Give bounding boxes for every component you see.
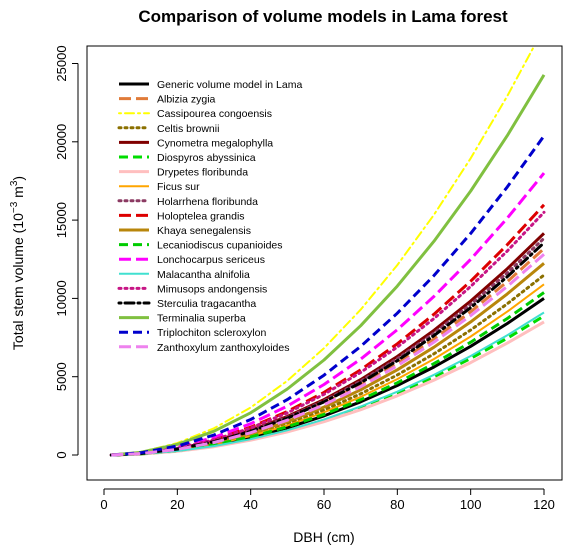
legend-label-18: Zanthoxylum zanthoxyloides [157, 342, 290, 354]
y-axis-label-unit: m [10, 186, 26, 202]
x-tick-label: 0 [100, 497, 107, 512]
series-line-11 [111, 291, 545, 457]
legend-label-13: Malacantha alnifolia [157, 269, 250, 281]
x-tick-label: 40 [243, 497, 257, 512]
legend-label-12: Lonchocarpus sericeus [157, 254, 265, 266]
y-axis: 0 5000 10000 15000 20000 25000 [54, 45, 79, 459]
legend-label-15: Sterculia tragacantha [157, 298, 256, 310]
legend: Generic volume model in Lama Albizia zygi… [117, 79, 302, 354]
x-axis: 0 20 40 60 80 100 120 [100, 488, 555, 512]
y-tick-label: 15000 [54, 202, 69, 238]
legend-label-3: Celtis brownii [157, 123, 219, 135]
y-tick-label: 25000 [54, 45, 69, 81]
series-line-15 [109, 241, 546, 457]
series-line-17 [111, 135, 546, 457]
series-line-18 [111, 253, 545, 457]
y-tick-label: 0 [54, 451, 69, 458]
y-axis-label-exponent: −3 [9, 201, 20, 213]
series-layer [109, 46, 546, 457]
series-line-16 [111, 74, 546, 457]
x-tick-label: 60 [317, 497, 331, 512]
legend-label-16: Terminalia superba [157, 313, 246, 325]
x-tick-label: 120 [533, 497, 555, 512]
legend-label-4: Cynometra megalophylla [157, 137, 273, 149]
legend-label-14: Mimusops andongensis [157, 283, 267, 295]
plot-frame [86, 45, 563, 481]
chart-title: Comparison of volume models in Lama fore… [138, 7, 508, 26]
legend-label-9: Holoptelea grandis [157, 210, 245, 222]
legend-label-8: Holarrhena floribunda [157, 196, 258, 208]
legend-label-7: Ficus sur [157, 181, 200, 193]
series-line-12 [111, 172, 546, 457]
x-tick-label: 20 [170, 497, 184, 512]
legend-label-2: Cassipourea congoensis [157, 108, 272, 120]
y-tick-label: 10000 [54, 280, 69, 316]
plot-area [109, 46, 546, 457]
y-axis-label-unit-exponent: 3 [9, 180, 20, 186]
legend-label-11: Lecaniodiscus cupanioides [157, 240, 283, 252]
legend-label-1: Albizia zygia [157, 94, 216, 106]
y-tick-label: 20000 [54, 124, 69, 160]
x-axis-label: DBH (cm) [293, 529, 354, 545]
y-axis-label: Total stem volume (10−3 m3) [9, 176, 26, 350]
y-axis-label-close: ) [10, 176, 26, 181]
legend-label-10: Khaya senegalensis [157, 225, 251, 237]
legend-label-17: Triplochiton scleroxylon [157, 327, 266, 339]
legend-label-6: Drypetes floribunda [157, 167, 248, 179]
y-tick-label: 5000 [54, 362, 69, 391]
legend-label-0: Generic volume model in Lama [157, 79, 302, 91]
series-line-1 [111, 247, 546, 457]
series-line-13 [111, 311, 545, 456]
y-axis-label-main: Total stem volume (10 [10, 213, 26, 350]
legend-label-5: Diospyros abyssinica [157, 152, 256, 164]
x-tick-label: 80 [390, 497, 404, 512]
series-line-9 [111, 203, 546, 457]
x-tick-label: 100 [460, 497, 482, 512]
